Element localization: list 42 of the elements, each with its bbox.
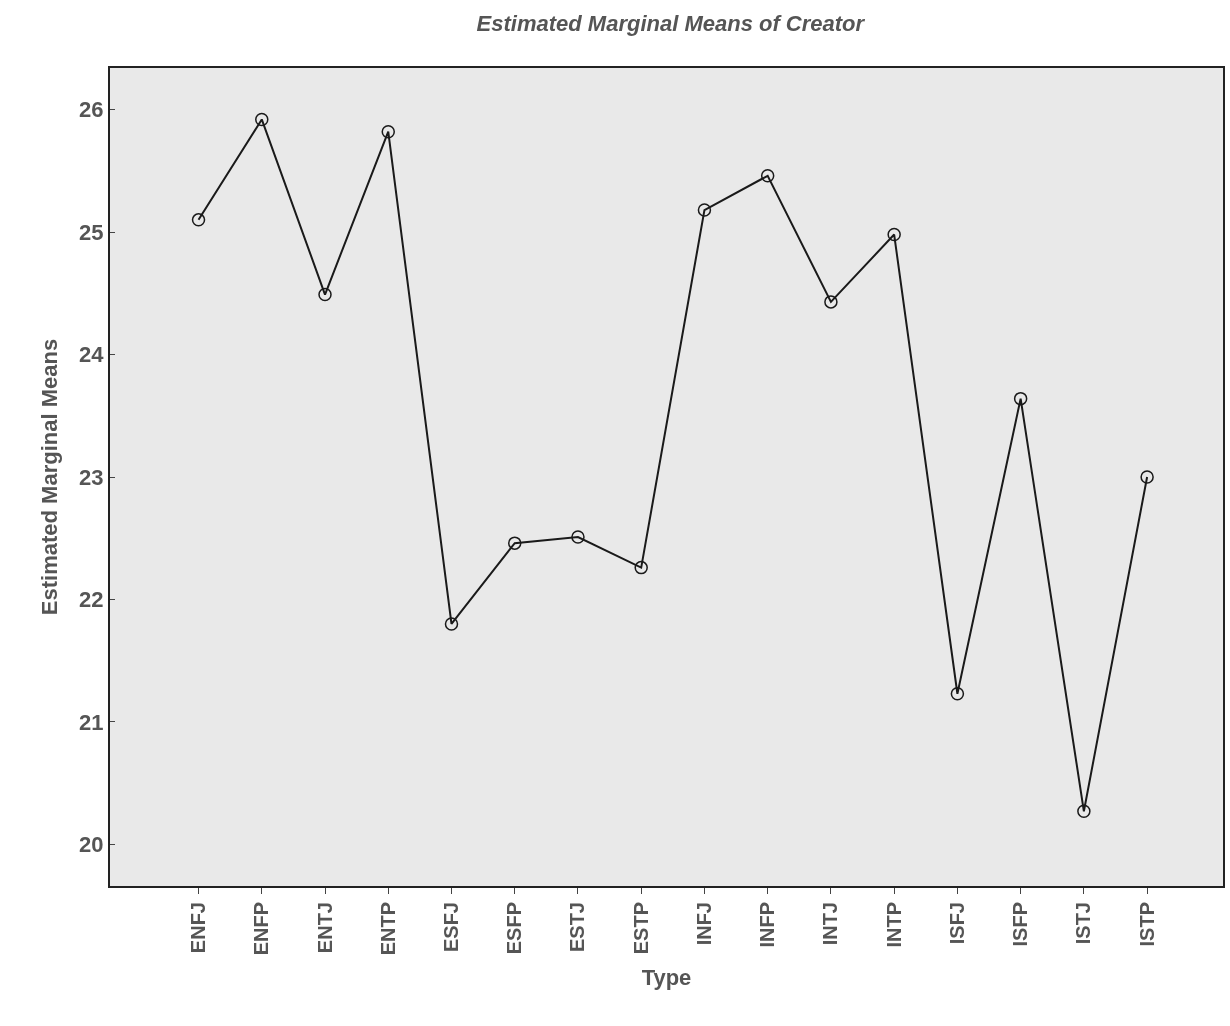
point (444, 617, 459, 631)
point (760, 169, 775, 183)
point (318, 287, 332, 302)
point (381, 124, 395, 139)
point (507, 536, 522, 550)
x-tick-label: ISTJ (1072, 902, 1095, 945)
x-tick-label: ISFJ (945, 902, 968, 945)
x-tick-label: ISTP (1135, 902, 1158, 947)
x-tick-label: ESFP (503, 902, 526, 955)
point (571, 530, 585, 544)
point (255, 112, 269, 127)
x-tick-label: INTP (882, 902, 905, 948)
x-tick-label: INTJ (819, 902, 842, 946)
point (950, 687, 965, 701)
x-tick-label: ESTJ (566, 902, 589, 953)
x-axis-title: Type (641, 964, 692, 990)
point (1013, 391, 1028, 406)
point (887, 227, 901, 242)
y-tick-label: 23 (79, 464, 104, 490)
y-tick-label: 21 (79, 709, 104, 735)
x-tick-label: ESTP (629, 902, 652, 955)
point (1077, 804, 1091, 819)
x-tick-label: ENTJ (313, 902, 336, 954)
x-tick-label: ESFJ (439, 902, 462, 953)
y-tick-label: 26 (79, 97, 104, 123)
x-tick-label: ISFP (1009, 902, 1032, 947)
x-tick-label: ENFP (250, 902, 273, 956)
x-tick-label: INFP (756, 902, 779, 948)
point (1140, 470, 1154, 484)
x-tick-label: INFJ (692, 902, 715, 946)
y-tick-label: 22 (79, 587, 104, 613)
x-tick-label: ENTP (376, 902, 399, 956)
y-tick-label: 25 (79, 219, 104, 245)
y-axis-title: Estimated Marginal Means (37, 338, 63, 616)
y-tick-label: 20 (79, 832, 104, 858)
chart-title: Estimated Marginal Means of Creator (476, 10, 866, 36)
y-tick-label: 24 (79, 342, 105, 368)
point (191, 213, 206, 227)
x-tick-label: ENFJ (187, 902, 210, 954)
point (824, 295, 838, 309)
point (697, 203, 712, 217)
point (634, 560, 648, 575)
